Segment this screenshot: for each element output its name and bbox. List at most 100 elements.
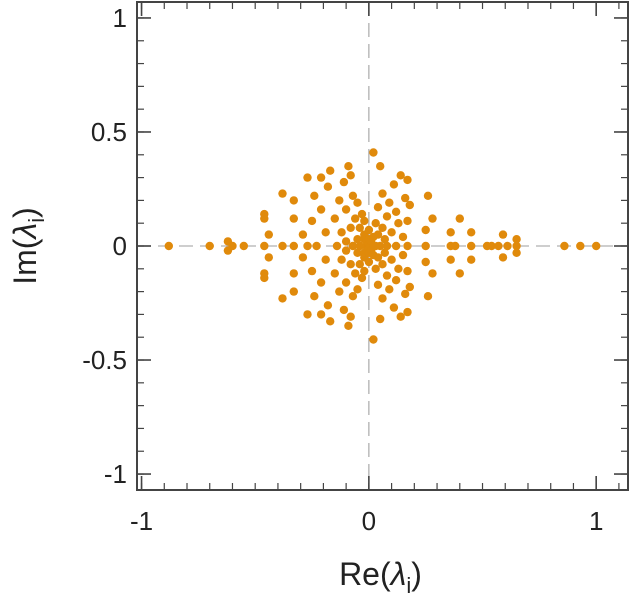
data-point [346,171,355,180]
data-point [344,321,353,330]
data-point [321,255,330,264]
x-axis-label-subscript: i [406,573,411,598]
data-point [351,214,360,223]
data-point [378,189,387,198]
data-point [382,212,392,221]
y-tick-label: 1 [113,3,127,33]
data-point [326,317,335,326]
data-point [592,241,601,251]
data-point [335,196,344,205]
data-point [260,209,269,219]
data-point [467,255,476,264]
data-point [487,241,496,251]
data-point [467,241,476,251]
data-point [348,292,358,301]
data-point [455,214,464,223]
data-point [289,269,298,278]
data-point [421,241,430,251]
data-point [385,285,394,294]
data-point [398,232,408,242]
data-point [289,287,298,296]
data-point [446,255,455,264]
data-point [355,260,364,269]
data-point [341,205,351,214]
x-axis-label: Re(λi) [339,556,422,598]
data-point [332,241,342,251]
data-point [307,216,317,226]
data-point [337,228,346,237]
data-point [351,269,360,278]
data-point [278,189,287,198]
data-point [401,289,410,299]
data-point [396,171,405,180]
data-point [339,305,349,315]
data-point [337,255,346,264]
data-point [289,241,298,251]
data-point [239,241,248,251]
data-point [357,209,367,219]
data-point [373,230,383,239]
data-point [428,269,437,278]
data-point [330,269,339,278]
data-point [455,269,464,278]
data-point [298,230,308,239]
data-point [164,241,173,251]
data-point [382,241,392,251]
data-point [503,241,512,251]
data-point [421,225,430,235]
data-point [378,223,387,232]
data-point [278,294,287,303]
data-point [494,241,503,251]
data-point [364,257,374,267]
data-point [298,253,308,262]
data-point [357,273,367,283]
data-point [353,248,362,257]
data-point [323,182,333,191]
data-point [394,219,403,228]
data-point [369,148,378,157]
data-point [316,278,326,287]
data-point [316,310,326,319]
data-point [371,264,380,273]
data-point [446,228,455,237]
data-point [403,241,412,251]
data-point [467,228,476,237]
y-axis-label-subscript: i [24,218,49,223]
data-point [380,248,389,257]
data-point [303,310,312,319]
tick-labels: -1 0 1 1 0.5 0 -0.5 -1 [82,3,603,536]
data-point [316,173,326,182]
data-point [303,241,312,251]
data-point [316,205,326,214]
data-point [330,214,339,223]
data-point [303,173,312,182]
data-point [346,260,355,269]
data-point [389,180,399,189]
data-point [355,241,364,251]
data-point [360,216,369,226]
data-point [512,241,521,251]
y-tick-label: 0 [113,231,127,261]
data-point [346,223,355,232]
data-point [289,196,298,205]
data-point [428,214,437,223]
data-point [403,307,412,317]
data-point [341,237,351,246]
data-point [376,314,385,324]
data-point [260,241,269,251]
data-point [451,241,460,251]
data-point [339,177,349,187]
y-tick-label: -0.5 [82,345,127,375]
data-point [423,292,433,301]
data-point [223,246,233,255]
data-point [278,241,287,251]
data-point [310,191,319,200]
y-axis-label-suffix: ) [7,207,43,218]
data-point [373,203,383,212]
data-point [289,214,298,223]
data-point [312,241,321,251]
data-point [421,257,430,267]
data-points [164,148,601,344]
data-point [264,230,273,239]
